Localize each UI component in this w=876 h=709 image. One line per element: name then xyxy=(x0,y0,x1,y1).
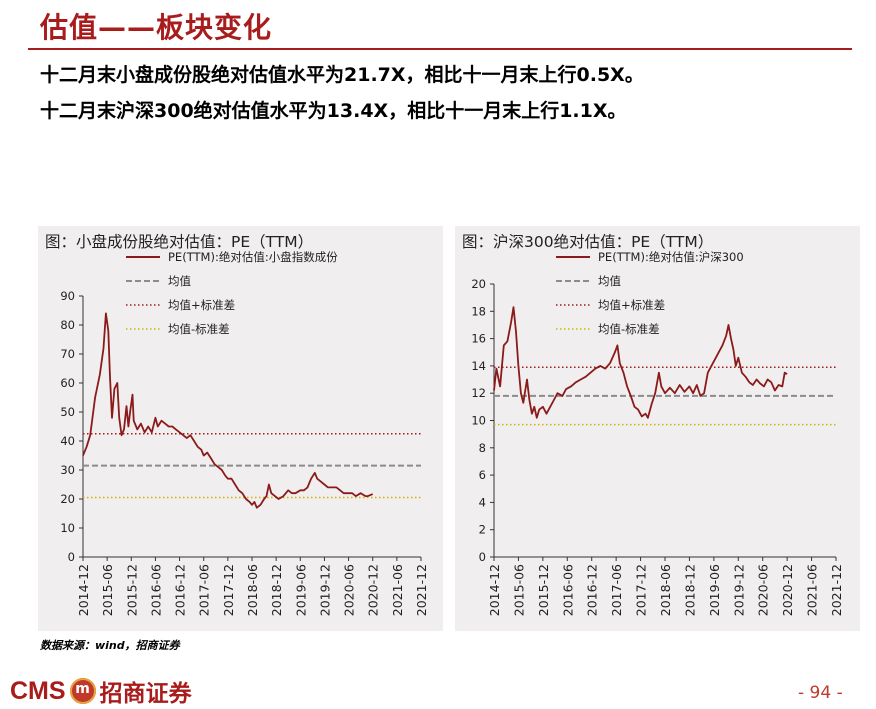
y-tick-label: 4 xyxy=(479,495,486,509)
x-tick-label: 2020-06 xyxy=(756,564,771,616)
x-tick-label: 2015-12 xyxy=(124,564,139,616)
logo-cms-text: CMS xyxy=(10,676,66,705)
chart-title-csi300: 图：沪深300绝对估值：PE（TTM） xyxy=(462,233,714,251)
x-tick-label: 2017-06 xyxy=(197,564,212,616)
x-tick-label: 2019-12 xyxy=(317,564,332,616)
x-tick-label: 2018-06 xyxy=(245,564,260,616)
y-tick-label: 40 xyxy=(60,434,75,448)
x-tick-label: 2018-12 xyxy=(682,564,697,616)
x-tick-label: 2018-12 xyxy=(269,564,284,616)
x-tick-label: 2021-12 xyxy=(829,564,844,616)
summary-line-csi300: 十二月末沪深300绝对估值水平为13.4X，相比十一月末上行1.1X。 xyxy=(40,100,627,122)
pe-series-line xyxy=(82,312,374,509)
y-tick-label: 10 xyxy=(60,521,75,535)
page-title: 估值——板块变化 xyxy=(40,11,273,44)
x-tick-label: 2016-06 xyxy=(560,564,575,616)
x-tick-label: 2021-06 xyxy=(805,564,820,616)
chart-small-cap-pe: 0 10 20 30 40 50 60 70 80 90 2014-12 2015-06 2015-12… xyxy=(60,250,429,616)
y-tick-label: 10 xyxy=(471,414,486,428)
x-tick-label: 2019-06 xyxy=(707,564,722,616)
x-tick-label: 2017-06 xyxy=(609,564,624,616)
legend-label-mean: 均值 xyxy=(168,274,191,288)
y-tick-label: 0 xyxy=(479,550,486,564)
x-tick-label: 2021-06 xyxy=(390,564,405,616)
y-tick-label: 60 xyxy=(60,376,75,390)
legend-label-pe: PE(TTM):绝对估值:小盘指数成份 xyxy=(168,250,338,264)
x-tick-label: 2016-12 xyxy=(585,564,600,616)
x-tick-label: 2017-12 xyxy=(221,564,236,616)
logo-badge-icon: m xyxy=(69,678,96,704)
y-tick-label: 14 xyxy=(471,359,486,373)
chart-csi300-pe: 0 2 4 6 8 10 12 14 16 18 20 2014-12 2015-06 2015-12 20… xyxy=(471,250,844,616)
y-tick-label: 12 xyxy=(471,386,486,400)
legend-label-upper: 均值+标准差 xyxy=(598,298,665,312)
y-tick-label: 0 xyxy=(68,550,75,564)
x-tick-label: 2020-06 xyxy=(342,564,357,616)
legend-label-upper: 均值+标准差 xyxy=(168,298,235,312)
x-tick-label: 2018-06 xyxy=(658,564,673,616)
y-tick-label: 6 xyxy=(479,468,486,482)
page-number: - 94 - xyxy=(798,683,843,703)
logo-chinese-name: 招商证券 xyxy=(99,681,192,707)
legend-label-lower: 均值-标准差 xyxy=(168,322,230,336)
y-tick-label: 80 xyxy=(60,318,75,332)
y-tick-label: 30 xyxy=(60,463,75,477)
y-tick-label: 90 xyxy=(60,289,75,303)
y-tick-label: 70 xyxy=(60,347,75,361)
legend-label-lower: 均值-标准差 xyxy=(598,322,660,336)
y-tick-label: 16 xyxy=(471,332,486,346)
x-tick-label: 2021-12 xyxy=(414,564,429,616)
legend-label-pe: PE(TTM):绝对估值:沪深300 xyxy=(598,250,744,264)
chart-panel-small-cap: 图：小盘成份股绝对估值：PE（TTM） 0 10 20 30 40 50 60 70 80 90 2… xyxy=(38,226,443,631)
x-tick-label: 2014-12 xyxy=(76,564,91,616)
x-tick-label: 2019-06 xyxy=(293,564,308,616)
company-logo: CMS m 招商证券 xyxy=(10,676,192,708)
y-tick-label: 20 xyxy=(60,492,75,506)
summary-line-small-cap: 十二月末小盘成份股绝对估值水平为21.7X，相比十一月末上行0.5X。 xyxy=(40,64,644,86)
y-tick-label: 8 xyxy=(479,441,486,455)
x-tick-label: 2019-12 xyxy=(731,564,746,616)
x-tick-label: 2015-06 xyxy=(511,564,526,616)
y-tick-label: 18 xyxy=(471,304,486,318)
x-tick-label: 2017-12 xyxy=(634,564,649,616)
pe-series-line xyxy=(493,306,788,419)
x-tick-label: 2020-12 xyxy=(366,564,381,616)
chart-title-small-cap: 图：小盘成份股绝对估值：PE（TTM） xyxy=(45,233,314,251)
x-tick-label: 2016-12 xyxy=(173,564,188,616)
title-divider xyxy=(28,48,852,50)
data-source-note: 数据来源：wind，招商证券 xyxy=(40,639,180,652)
y-tick-label: 50 xyxy=(60,405,75,419)
x-tick-label: 2015-06 xyxy=(100,564,115,616)
legend-label-mean: 均值 xyxy=(598,274,621,288)
x-tick-label: 2015-12 xyxy=(536,564,551,616)
y-tick-label: 20 xyxy=(471,277,486,291)
x-tick-label: 2016-06 xyxy=(148,564,163,616)
chart-panel-csi300: 图：沪深300绝对估值：PE（TTM） 0 2 4 6 8 10 12 14 16 18 20 201… xyxy=(455,226,860,631)
x-tick-label: 2014-12 xyxy=(487,564,502,616)
x-tick-label: 2020-12 xyxy=(780,564,795,616)
y-tick-label: 2 xyxy=(479,523,486,537)
